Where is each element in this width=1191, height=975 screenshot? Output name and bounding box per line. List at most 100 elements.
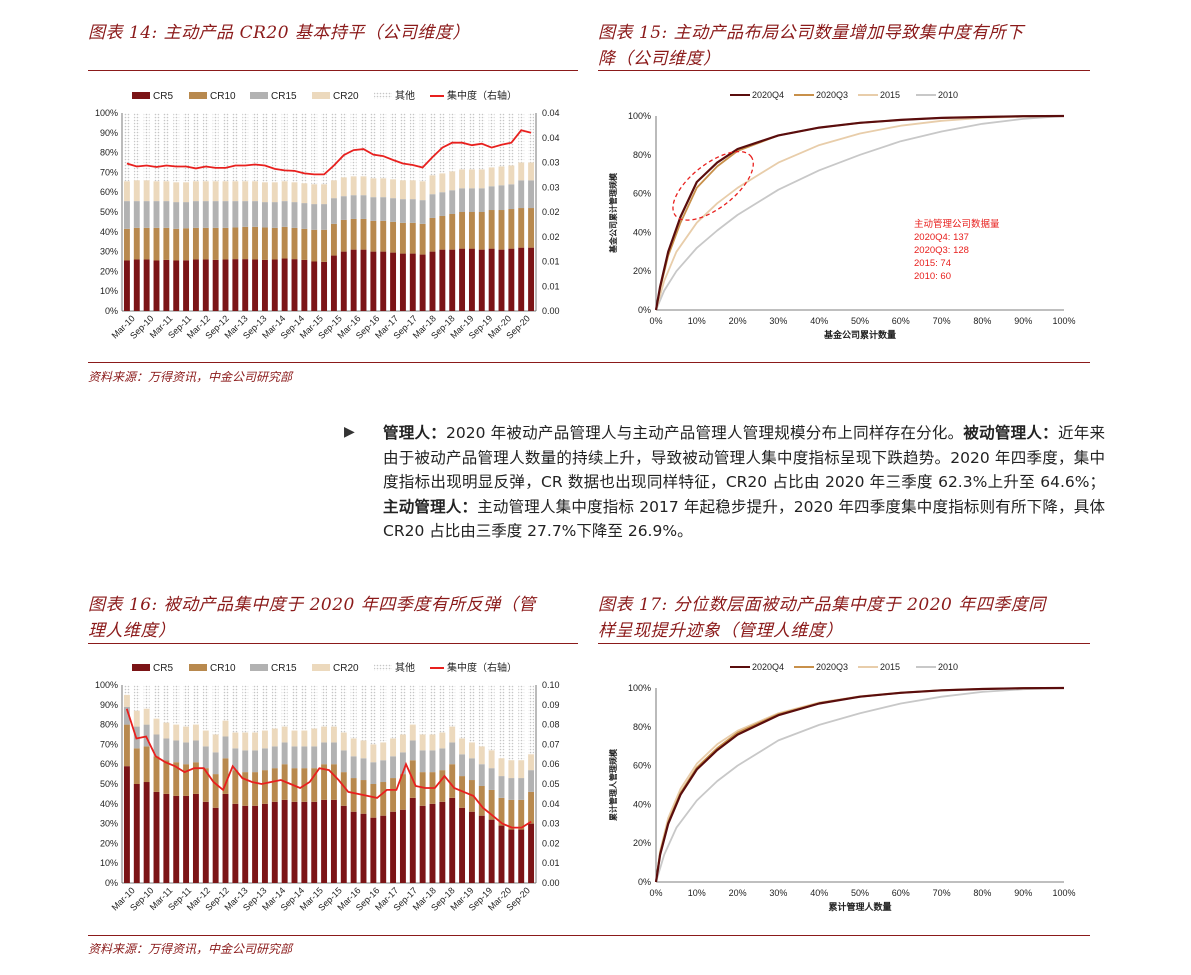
bar-other	[212, 685, 219, 735]
bar-cr5	[350, 811, 357, 883]
bar-cr10	[488, 210, 495, 249]
bar-cr15	[419, 200, 426, 224]
fig15-title-2: 降（公司维度）	[598, 49, 721, 69]
bar-cr20	[311, 184, 318, 205]
bar-cr5	[143, 259, 150, 311]
bar-other	[380, 685, 387, 743]
bar-cr20	[173, 724, 180, 741]
y-tick-label: 20%	[633, 266, 651, 276]
bar-cr5	[380, 815, 387, 883]
y2-tick-label: 0.02	[542, 207, 560, 217]
legend-label: 其他	[395, 89, 415, 102]
bar-cr5	[399, 809, 406, 883]
fig16-title-2: 理人维度）	[88, 621, 176, 641]
bar-other	[261, 685, 268, 731]
bar-cr5	[163, 259, 170, 311]
bar-cr15	[340, 196, 347, 220]
legend-label: CR20	[333, 663, 359, 674]
source-rule-1	[88, 362, 1090, 363]
bar-other	[399, 113, 406, 181]
bar-cr20	[370, 178, 377, 198]
legend-swatch	[374, 92, 392, 99]
bar-cr5	[518, 247, 525, 311]
bar-other	[143, 685, 150, 709]
bar-cr10	[271, 768, 278, 802]
bar-other	[409, 113, 416, 181]
chart15: 2020Q4 2020Q3 2015 2010 0% 20% 40% 60% 80% 100% 0%…	[608, 90, 1076, 340]
body-paragraph: 管理人：2020 年被动产品管理人与主动产品管理人管理规模分布上同样存在分化。被…	[383, 421, 1105, 544]
y-tick-label: 0%	[105, 306, 118, 316]
concentration-line	[125, 708, 532, 829]
bar-cr20	[143, 708, 150, 725]
chart16: CR5 CR10 CR15 CR20 其他 集中度（右轴） 0% 10% 20% 30% 40% 50…	[95, 661, 560, 913]
bar-cr5	[261, 803, 268, 883]
bar-cr20	[360, 176, 367, 196]
bar-other	[478, 685, 485, 747]
bar-cr20	[439, 173, 446, 193]
bar-cr15	[449, 190, 456, 214]
bar-cr10	[222, 227, 229, 260]
legend-label: 2020Q4	[752, 662, 784, 672]
fig14-rule	[88, 70, 578, 71]
bar-other	[459, 113, 466, 170]
legend-label: 集中度（右轴）	[447, 89, 517, 102]
bar-other	[183, 685, 190, 727]
bar-cr10	[330, 223, 337, 256]
bar-other	[498, 113, 505, 167]
bar-cr15	[360, 195, 367, 219]
series-line-2010	[655, 115, 1065, 311]
bar-cr20	[498, 166, 505, 186]
bar-other	[281, 113, 288, 182]
x-tick-label: 40%	[810, 316, 828, 326]
bar-cr15	[123, 201, 130, 229]
bar-cr5	[439, 801, 446, 883]
para-bold-3: 主动管理人：	[383, 497, 478, 516]
bar-cr15	[202, 746, 209, 769]
bar-cr5	[212, 807, 219, 883]
bar-cr20	[528, 162, 535, 181]
bar-cr15	[301, 746, 308, 769]
x-tick-label: 50%	[851, 316, 869, 326]
bar-cr5	[232, 259, 239, 311]
bar-other	[242, 685, 249, 733]
bar-cr20	[173, 182, 180, 203]
bar-other	[360, 113, 367, 177]
bar-cr20	[380, 178, 387, 198]
bar-cr5	[242, 259, 249, 311]
y2-tick-label: 0.04	[542, 799, 560, 809]
bar-cr20	[498, 758, 505, 777]
bar-cr10	[123, 724, 130, 767]
annotation-text: 2015: 74	[914, 258, 951, 269]
bar-cr5	[478, 815, 485, 883]
bar-cr5	[459, 807, 466, 883]
bar-cr20	[261, 182, 268, 203]
bar-cr20	[390, 179, 397, 199]
y2-tick-label: 0.00	[542, 878, 560, 888]
bar-cr10	[360, 780, 367, 814]
y2-tick-label: 0.04	[542, 108, 560, 118]
bar-other	[478, 113, 485, 170]
legend-swatch	[250, 92, 268, 99]
bar-cr5	[271, 259, 278, 311]
bar-cr5	[350, 249, 357, 311]
x-tick-label: 10%	[688, 316, 706, 326]
bar-cr20	[183, 182, 190, 203]
bar-cr20	[340, 732, 347, 751]
bar-cr10	[468, 212, 475, 249]
bar-cr20	[212, 181, 219, 202]
bar-cr20	[311, 728, 318, 747]
bar-cr10	[153, 756, 160, 792]
fig14-title: 图表 14: 主动产品 CR20 基本持平（公司维度）	[88, 23, 470, 43]
bar-cr5	[370, 251, 377, 311]
bar-cr10	[528, 791, 535, 824]
bar-cr15	[192, 740, 199, 763]
fig16-rule	[88, 643, 578, 644]
y2-tick-label: 0.06	[542, 759, 560, 769]
bar-cr15	[508, 184, 515, 210]
legend-label: CR5	[153, 663, 173, 674]
bar-cr15	[528, 770, 535, 792]
bar-cr10	[242, 772, 249, 806]
chart14: CR5 CR10 CR15 CR20 其他 集中度（右轴） 0% 10% 20% 30% 40% 50…	[95, 89, 560, 341]
bar-cr20	[508, 760, 515, 779]
bar-cr5	[459, 248, 466, 311]
